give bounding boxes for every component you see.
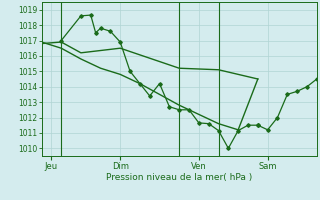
X-axis label: Pression niveau de la mer( hPa ): Pression niveau de la mer( hPa ) — [106, 173, 252, 182]
